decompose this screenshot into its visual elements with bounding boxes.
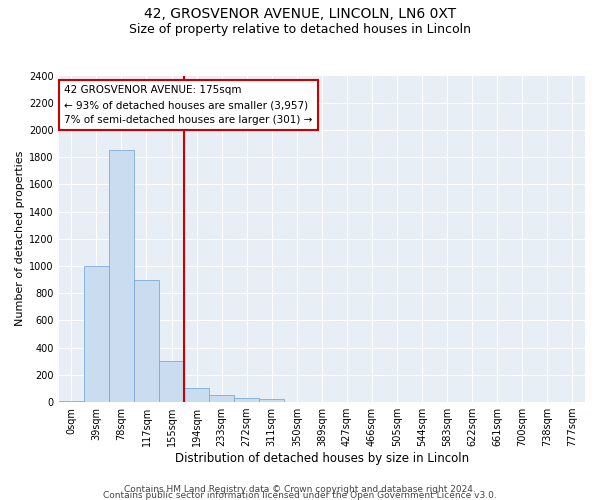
Bar: [209, 396, 234, 402]
Bar: [159, 362, 184, 402]
Text: Size of property relative to detached houses in Lincoln: Size of property relative to detached ho…: [129, 22, 471, 36]
Bar: [184, 388, 209, 402]
X-axis label: Distribution of detached houses by size in Lincoln: Distribution of detached houses by size …: [175, 452, 469, 465]
Bar: [59, 400, 84, 402]
Bar: [259, 400, 284, 402]
Bar: [109, 150, 134, 402]
Bar: [134, 280, 159, 402]
Bar: [84, 266, 109, 402]
Y-axis label: Number of detached properties: Number of detached properties: [15, 151, 25, 326]
Text: 42, GROSVENOR AVENUE, LINCOLN, LN6 0XT: 42, GROSVENOR AVENUE, LINCOLN, LN6 0XT: [144, 8, 456, 22]
Text: Contains HM Land Registry data © Crown copyright and database right 2024.: Contains HM Land Registry data © Crown c…: [124, 484, 476, 494]
Text: Contains public sector information licensed under the Open Government Licence v3: Contains public sector information licen…: [103, 490, 497, 500]
Bar: [234, 398, 259, 402]
Text: 42 GROSVENOR AVENUE: 175sqm
← 93% of detached houses are smaller (3,957)
7% of s: 42 GROSVENOR AVENUE: 175sqm ← 93% of det…: [64, 86, 313, 125]
